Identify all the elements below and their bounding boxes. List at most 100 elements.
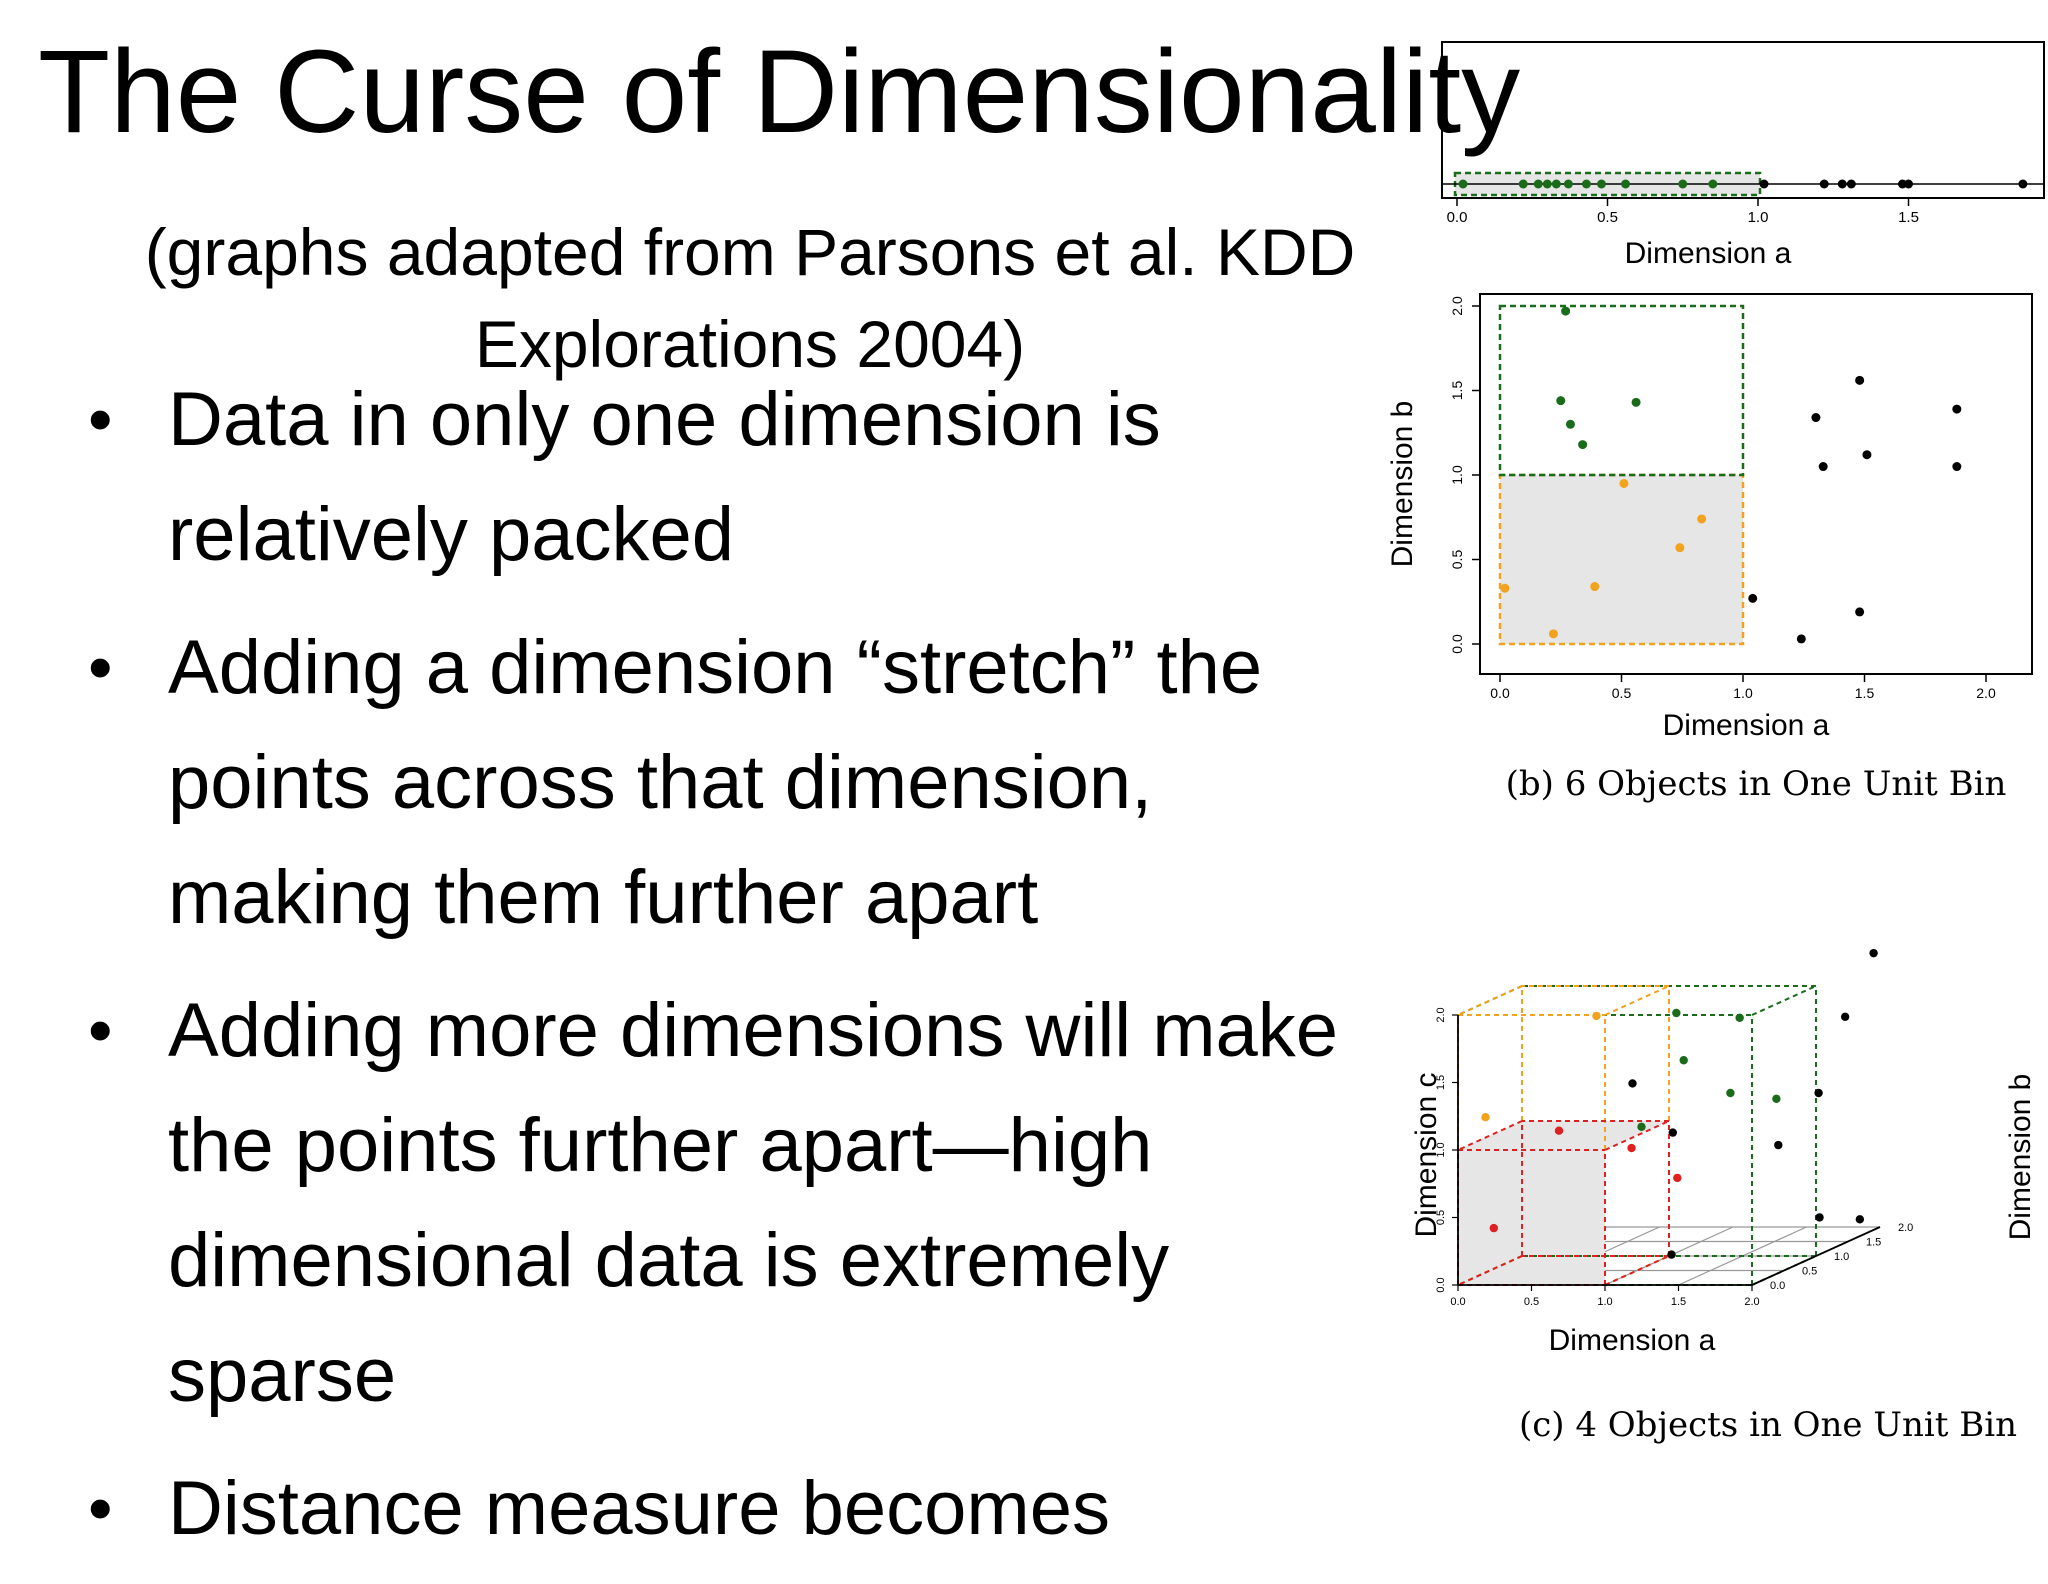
y-tick-label: 1.0 [1449,465,1465,485]
data-point [1855,375,1865,385]
bullet-text: Adding more dimensions will make the poi… [168,988,1339,1418]
data-point [1952,462,1962,472]
data-point [1818,462,1828,472]
data-point [1811,413,1821,423]
x-tick-label: 1.0 [1733,685,1753,701]
dimensionality-figure: 0.0 0.5 1.0 1.5 Dimension a 0.0 0.5 1.0 1.5 2.0 0.… [1386,41,2045,1445]
bullet-item: • Adding a dimension “stretch” the points… [80,610,1350,955]
data-point [1619,478,1629,488]
data-point [1675,543,1685,553]
data-point [1542,179,1552,189]
slab-bin [1604,985,1670,1016]
x-tick-label: 0.0 [1450,1296,1465,1308]
y-tick-label: 0.0 [1449,634,1465,654]
y-tick-label: 1.5 [1435,1075,1447,1090]
x-axis-label: Dimension a [1549,1324,1716,1357]
bullet-list: • Data in only one dimension is relativel… [80,362,1350,1584]
data-point [1774,1140,1783,1150]
data-point [1533,179,1543,189]
data-point [1952,404,1962,414]
bullet-text: Distance measure becomes [168,1466,1110,1551]
x-tick-label: 0.5 [1612,685,1632,701]
data-point [1735,1013,1744,1022]
data-point [1548,629,1558,639]
data-point [1748,593,1758,603]
bullet-text: Adding a dimension “stretch” the points … [168,625,1263,940]
data-point [1840,1012,1850,1021]
data-point [1489,1223,1499,1233]
data-point [1581,179,1591,189]
slide-subtitle: (graphs adapted from Parsons et al. KDD … [144,215,1356,381]
figure-panel: 0.0 0.5 1.0 1.5 Dimension a 0.0 0.5 1.0 1.5 2.0 0.… [1386,0,2048,1536]
data-point [1627,1143,1636,1153]
data-point [1631,397,1641,407]
x-tick-label: 1.0 [1597,1296,1612,1308]
data-point [1554,1126,1564,1135]
data-point [1637,1122,1646,1132]
x-tick-label: 0.0 [1490,685,1510,701]
unit-bin [1604,1120,1670,1151]
bullet-dot-icon: • [88,380,113,458]
z-axis-label: Dimension b [2004,1074,2037,1241]
data-point [1819,179,1829,189]
data-point [1726,1088,1735,1098]
data-point [1814,1088,1823,1098]
data-point [1672,1008,1681,1018]
z-tick-label: 0.5 [1802,1266,1817,1278]
x-tick-label: 1.5 [1855,685,1875,701]
axis-line [1751,1226,1881,1286]
data-point [1500,583,1510,593]
data-point [1556,396,1566,406]
data-point [1837,179,1847,189]
data-point [1596,179,1606,189]
x-axis-label: Dimension a [1625,237,1792,270]
y-tick-label: 2.0 [1449,296,1465,316]
x-tick-label: 2.0 [1976,685,1996,701]
data-point [1708,179,1718,189]
y-tick-label: 1.5 [1449,381,1465,401]
x-tick-label: 2.0 [1744,1296,1759,1308]
data-point [1551,179,1561,189]
x-tick-label: 1.0 [1748,209,1769,226]
figure-caption: (b) 6 Objects in One Unit Bin [1506,764,2007,804]
data-point [1869,948,1878,958]
y-axis-label: Dimension c [1410,1072,1443,1237]
data-point [1759,179,1769,189]
data-point [1518,179,1528,189]
slide-title: The Curse of Dimensionality [38,26,1521,158]
data-point [1563,179,1573,189]
data-point [1667,1250,1676,1259]
data-point [1679,1056,1688,1065]
data-point [1673,1173,1682,1183]
plot-frame [1441,41,2045,199]
data-point [1772,1094,1781,1104]
bullet-dot-icon: • [88,1469,113,1547]
data-point [1621,179,1631,189]
slab-bin [1457,985,1523,1016]
column-bin [1498,304,1745,477]
data-point [1590,582,1600,592]
data-point [1481,1113,1490,1122]
column-bin [1751,985,1817,1016]
data-point [1628,1079,1637,1088]
z-tick-label: 1.0 [1834,1251,1849,1263]
data-point [1678,179,1688,189]
y-tick-label: 1.0 [1435,1142,1447,1157]
data-point [1904,179,1913,189]
bullet-item: • Data in only one dimension is relativel… [80,362,1350,592]
x-tick-label: 0.0 [1447,209,1468,226]
data-point [1796,634,1806,644]
data-point [1846,179,1856,189]
y-tick-label: 2.0 [1435,1007,1447,1022]
data-point [1855,1215,1865,1224]
y-tick-label: 0.5 [1435,1210,1447,1225]
z-tick-label: 0.0 [1770,1280,1785,1292]
x-tick-label: 1.5 [1671,1296,1686,1308]
unit-bin [1457,1120,1523,1151]
z-tick-label: 1.5 [1866,1237,1881,1249]
data-point [1862,450,1872,460]
y-axis-label: Dimension b [1386,401,1419,568]
unit-bin-fill [1458,1121,1669,1285]
data-point [2018,179,2028,189]
x-tick-label: 0.5 [1524,1296,1539,1308]
